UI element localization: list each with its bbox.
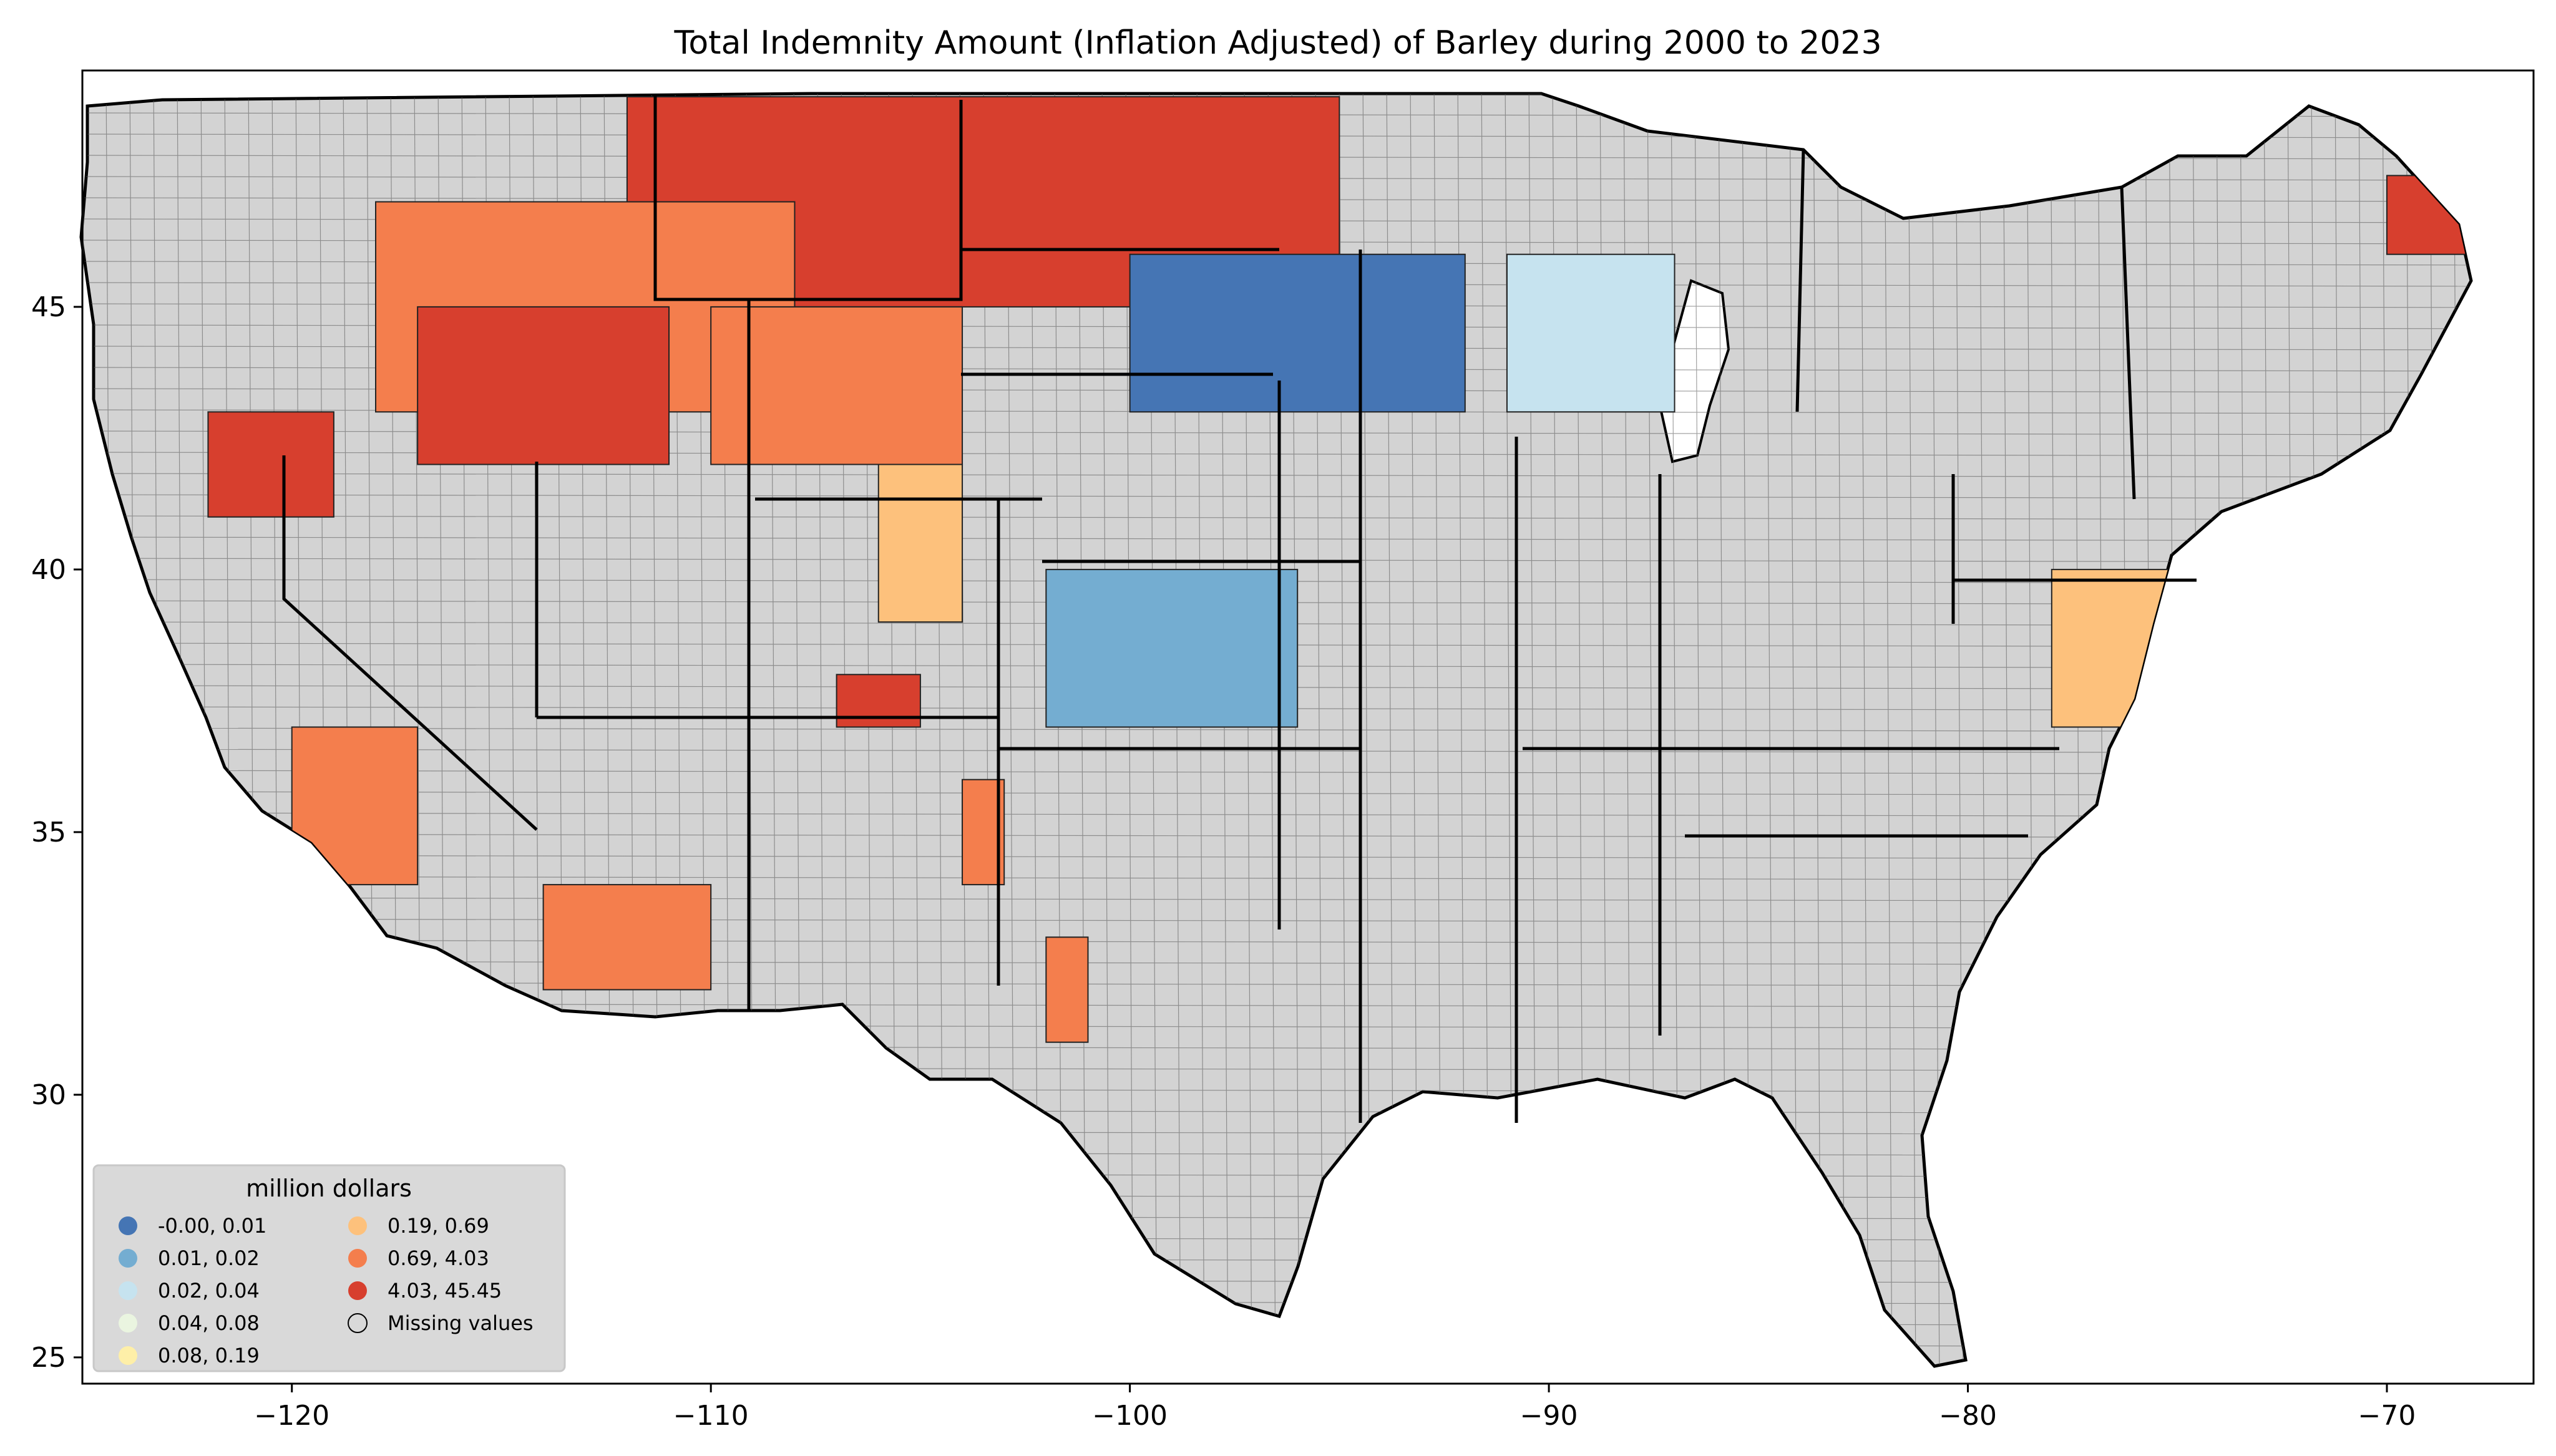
county-line	[1884, 94, 1893, 1366]
chart-title: Total Indemnity Amount (Inflation Adjust…	[673, 24, 1881, 62]
legend-marker	[119, 1281, 137, 1300]
y-tick-label: 35	[31, 817, 66, 848]
legend-label: 0.19, 0.69	[388, 1214, 489, 1238]
state-boundaries	[282, 94, 2197, 1123]
legend-title: million dollars	[246, 1175, 412, 1202]
indemnity-region	[542, 884, 712, 991]
indemnity-region	[836, 674, 921, 728]
y-tick-label: 30	[31, 1079, 66, 1111]
legend-label: 4.03, 45.45	[388, 1279, 502, 1303]
indemnity-regions	[207, 96, 2471, 1043]
legend-label: 0.08, 0.19	[158, 1344, 260, 1367]
legend-marker	[348, 1249, 367, 1268]
x-tick-label: −80	[1939, 1400, 1997, 1432]
x-tick-label: −70	[2358, 1400, 2416, 1432]
county-line	[82, 473, 2471, 478]
county-line	[82, 536, 2471, 541]
county-line	[1813, 94, 1822, 1366]
legend-label: 0.01, 0.02	[158, 1246, 260, 1270]
legend-label: 0.69, 4.03	[388, 1246, 489, 1270]
indemnity-region	[207, 411, 334, 518]
legend-marker	[119, 1216, 137, 1235]
y-axis-ticks: 25 30 35 40 45	[31, 291, 82, 1374]
legend-marker	[348, 1281, 367, 1300]
legend-marker	[119, 1314, 137, 1332]
x-axis-ticks: −120 −110 −100 −90 −80 −70	[254, 1384, 2416, 1432]
legend-marker	[348, 1216, 367, 1235]
legend-label: 0.04, 0.08	[158, 1311, 260, 1335]
indemnity-region	[1045, 568, 1299, 728]
indemnity-region	[877, 463, 963, 623]
indemnity-region	[710, 306, 963, 465]
legend-marker	[348, 1313, 368, 1333]
legend-marker	[119, 1346, 137, 1365]
x-tick-label: −100	[1092, 1400, 1168, 1432]
legend-label: 0.02, 0.04	[158, 1279, 260, 1303]
indemnity-region	[1129, 253, 1466, 413]
legend-marker	[119, 1249, 137, 1268]
county-line	[1908, 94, 1916, 1366]
legend-box	[92, 1164, 566, 1372]
map-plot-area	[79, 69, 2535, 1385]
county-line	[1860, 94, 1869, 1366]
indemnity-region	[1506, 253, 1676, 413]
y-tick-label: 25	[31, 1342, 66, 1374]
y-tick-label: 45	[31, 291, 66, 323]
y-tick-label: 40	[31, 554, 66, 586]
legend: million dollars -0.00, 0.01 0.01, 0.02 0.0…	[92, 1164, 566, 1372]
county-line	[82, 515, 2471, 520]
county-line	[82, 494, 2471, 499]
county-line	[1837, 94, 1845, 1366]
legend-label: Missing values	[388, 1311, 534, 1335]
indemnity-region	[1045, 936, 1089, 1043]
legend-items: -0.00, 0.01 0.01, 0.02 0.02, 0.04 0.04, 0.0…	[119, 1214, 534, 1367]
legend-label: -0.00, 0.01	[158, 1214, 266, 1238]
x-tick-label: −120	[254, 1400, 329, 1432]
x-tick-label: −90	[1520, 1400, 1578, 1432]
x-tick-label: −110	[673, 1400, 749, 1432]
axes-frame	[81, 69, 2535, 1385]
indemnity-region	[417, 306, 670, 465]
